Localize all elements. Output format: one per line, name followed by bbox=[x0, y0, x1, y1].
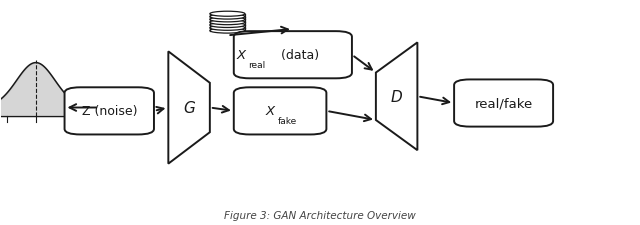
Text: real/fake: real/fake bbox=[474, 97, 532, 110]
Text: (data): (data) bbox=[276, 49, 319, 62]
Text: real: real bbox=[248, 61, 266, 70]
Ellipse shape bbox=[210, 15, 245, 20]
Ellipse shape bbox=[210, 29, 245, 34]
FancyBboxPatch shape bbox=[234, 88, 326, 135]
Ellipse shape bbox=[210, 18, 245, 23]
Text: fake: fake bbox=[278, 117, 297, 126]
Ellipse shape bbox=[210, 20, 245, 26]
Polygon shape bbox=[168, 52, 210, 164]
Text: Z (noise): Z (noise) bbox=[81, 105, 137, 118]
Polygon shape bbox=[376, 43, 417, 151]
FancyBboxPatch shape bbox=[454, 80, 553, 127]
Text: G: G bbox=[183, 101, 195, 115]
FancyBboxPatch shape bbox=[234, 32, 352, 79]
Text: $X$: $X$ bbox=[236, 49, 248, 62]
Ellipse shape bbox=[210, 23, 245, 28]
Text: D: D bbox=[391, 89, 403, 104]
FancyBboxPatch shape bbox=[65, 88, 154, 135]
Ellipse shape bbox=[210, 12, 245, 17]
Text: Figure 3: GAN Architecture Overview: Figure 3: GAN Architecture Overview bbox=[224, 210, 416, 220]
Text: $X$: $X$ bbox=[265, 105, 277, 118]
Ellipse shape bbox=[210, 26, 245, 31]
